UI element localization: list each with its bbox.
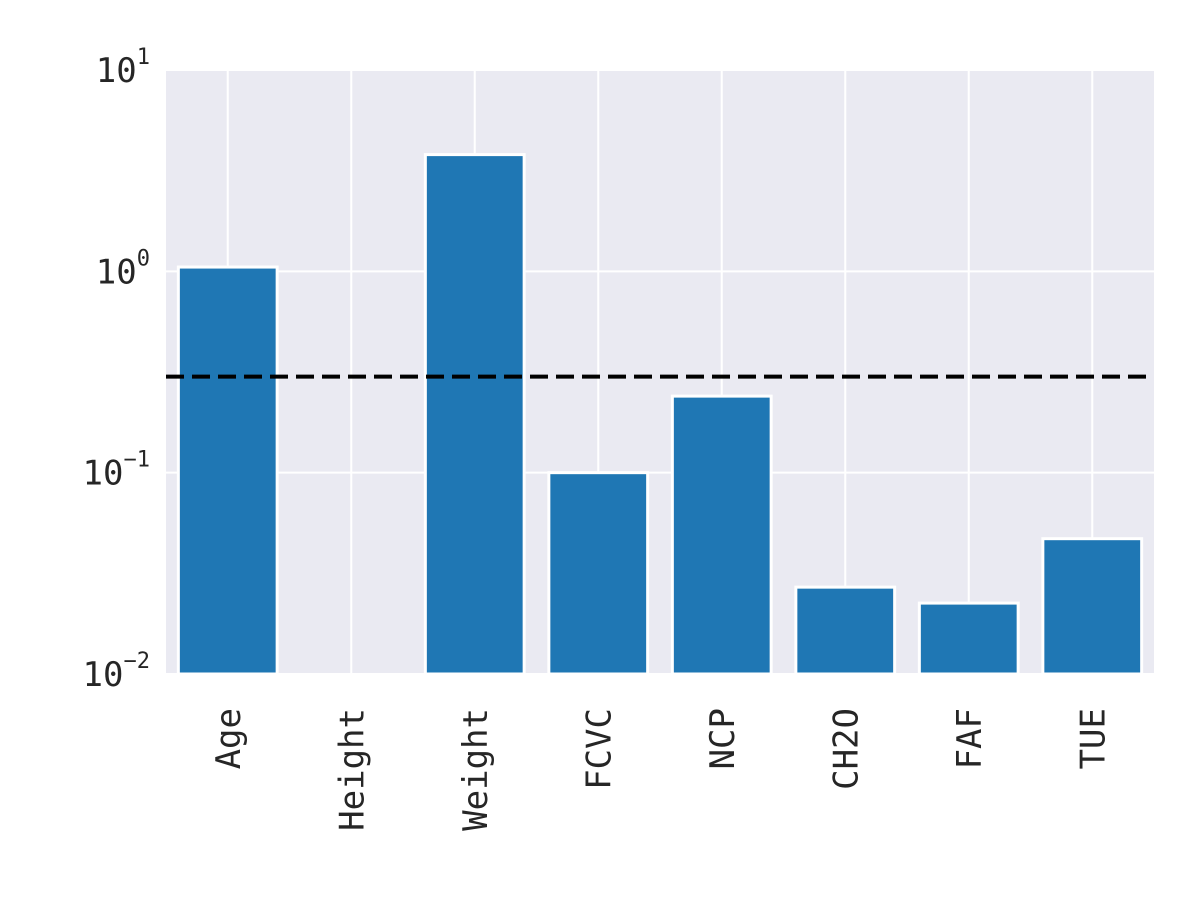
y-tick-label-2: 10−1 [83,448,150,494]
x-tick-label-fcvc: FCVC [579,708,619,790]
bar-tue [1041,537,1144,676]
x-tick-label-height: Height [332,708,372,831]
x-tick-label-weight: Weight [456,708,496,831]
plot-area [166,70,1154,674]
x-tick-label-ncp: NCP [703,708,743,769]
bar-ncp [670,394,773,676]
x-tick-label-faf: FAF [950,708,990,769]
bar-faf [917,601,1020,676]
x-tick-label-ch2o: CH2O [826,708,866,790]
y-axis-ticks: 101 100 10−1 10−2 [83,45,150,695]
bars [176,153,1144,676]
bar-ch2o [794,585,897,676]
y-tick-label-3: 10−2 [83,649,150,695]
bar-age [176,265,279,676]
bar-fcvc [547,471,650,676]
bar-weight [423,153,526,676]
x-tick-label-age: Age [209,708,249,769]
y-tick-label-0: 101 [96,45,150,91]
x-tick-label-tue: TUE [1073,708,1113,769]
y-tick-label-1: 100 [96,246,150,292]
x-axis-ticks: Age Height Weight FCVC NCP CH2O FAF TUE [209,708,1114,831]
